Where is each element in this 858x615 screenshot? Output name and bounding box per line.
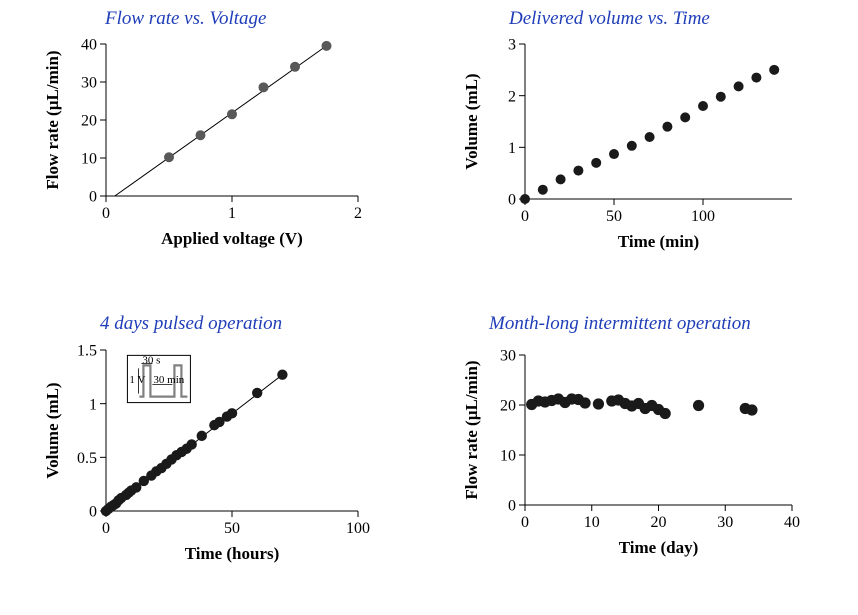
svg-text:Volume (mL): Volume (mL) bbox=[43, 382, 62, 478]
svg-text:30: 30 bbox=[500, 347, 516, 364]
svg-text:0: 0 bbox=[508, 192, 516, 209]
chart-title: Delivered volume vs. Time bbox=[509, 8, 710, 30]
svg-text:Time (hours): Time (hours) bbox=[185, 544, 280, 563]
svg-text:0.5: 0.5 bbox=[77, 449, 97, 466]
svg-text:50: 50 bbox=[224, 520, 240, 537]
plot-svg: 0 10 20 30 40 0 10 20 30 Time (day) Flow rate (µL/… bbox=[459, 343, 804, 563]
svg-text:50: 50 bbox=[606, 208, 622, 225]
svg-text:30 min: 30 min bbox=[153, 373, 184, 385]
svg-text:Flow rate (µL/min): Flow rate (µL/min) bbox=[462, 360, 481, 499]
svg-text:0: 0 bbox=[102, 205, 110, 222]
svg-text:2: 2 bbox=[508, 88, 516, 105]
panel-tr: Delivered volume vs. Time 0 50 100 0 1 2 3 Time … bbox=[429, 0, 858, 308]
svg-text:100: 100 bbox=[346, 520, 370, 537]
svg-text:2: 2 bbox=[354, 205, 362, 222]
plot-svg: 012010203040Applied voltage (V)Flow rate… bbox=[40, 32, 370, 254]
svg-text:20: 20 bbox=[500, 397, 516, 414]
svg-text:100: 100 bbox=[691, 208, 715, 225]
svg-text:Time (min): Time (min) bbox=[618, 232, 699, 251]
svg-text:1: 1 bbox=[228, 205, 236, 222]
svg-text:0: 0 bbox=[508, 497, 516, 514]
svg-text:Time (day): Time (day) bbox=[619, 538, 699, 557]
svg-text:Volume (mL): Volume (mL) bbox=[462, 73, 481, 169]
chart-title: 4 days pulsed operation bbox=[100, 313, 282, 335]
svg-text:Applied voltage (V): Applied voltage (V) bbox=[161, 229, 303, 248]
svg-text:0: 0 bbox=[89, 503, 97, 520]
svg-text:1: 1 bbox=[89, 396, 97, 413]
svg-text:30: 30 bbox=[81, 75, 97, 92]
svg-text:0: 0 bbox=[521, 514, 529, 531]
svg-text:40: 40 bbox=[784, 514, 800, 531]
svg-text:10: 10 bbox=[500, 447, 516, 464]
panel-br: Month-long intermittent operation 0 10 20 30… bbox=[429, 308, 858, 615]
svg-text:0: 0 bbox=[89, 189, 97, 206]
svg-text:Flow rate (µL/min): Flow rate (µL/min) bbox=[43, 50, 62, 189]
svg-text:1.5: 1.5 bbox=[77, 342, 97, 359]
panel-tl: Flow rate vs. Voltage012010203040Applied… bbox=[0, 0, 429, 308]
svg-text:0: 0 bbox=[521, 208, 529, 225]
chart-title: Flow rate vs. Voltage bbox=[105, 8, 266, 30]
svg-text:10: 10 bbox=[584, 514, 600, 531]
svg-text:1 V: 1 V bbox=[129, 373, 145, 385]
svg-text:30: 30 bbox=[717, 514, 733, 531]
svg-text:3: 3 bbox=[508, 37, 516, 54]
svg-text:10: 10 bbox=[81, 151, 97, 168]
svg-text:40: 40 bbox=[81, 37, 97, 54]
plot-svg: 0 50 100 0 1 2 3 Time (min) Volume (mL) bbox=[459, 32, 804, 257]
chart-title: Month-long intermittent operation bbox=[489, 313, 751, 335]
svg-text:0: 0 bbox=[102, 520, 110, 537]
svg-text:30 s: 30 s bbox=[142, 354, 160, 366]
svg-text:20: 20 bbox=[651, 514, 667, 531]
plot-svg: 30 s 1 V 30 min 0 50 100 0 0.5 1 1.5 Time (hours) V… bbox=[40, 338, 370, 569]
svg-text:1: 1 bbox=[508, 140, 516, 157]
svg-text:20: 20 bbox=[81, 113, 97, 130]
chart-grid: Flow rate vs. Voltage012010203040Applied… bbox=[0, 0, 858, 615]
panel-bl: 4 days pulsed operation 30 s 1 V 30 min 0 50 1… bbox=[0, 308, 429, 615]
